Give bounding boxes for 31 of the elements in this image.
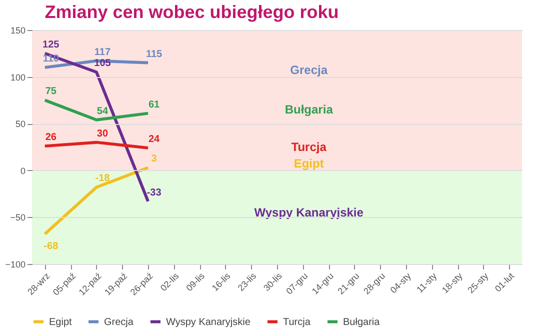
annotation: Wyspy Kanaryjskie (254, 206, 364, 220)
data-label: 3 (151, 154, 158, 165)
data-label: 117 (94, 46, 111, 58)
annotation: Grecja (290, 62, 328, 77)
data-label: -18 (95, 173, 110, 184)
data-label: 24 (148, 134, 160, 145)
y-tick-label: 0 (20, 166, 26, 176)
data-label: 54 (96, 106, 108, 117)
legend-label: Bułgaria (343, 316, 380, 328)
legend-label: Turcja (283, 316, 311, 328)
legend-label: Wyspy Kanaryjskie (166, 316, 251, 328)
data-label: 75 (45, 86, 57, 98)
y-tick-label: 150 (10, 26, 26, 36)
data-label: -33 (146, 187, 162, 198)
legend-label: Egipt (49, 316, 72, 328)
chart-title: Zmiany cen wobec ubiegłego roku (44, 2, 339, 22)
y-tick-label: 50 (15, 119, 26, 130)
annotation: Turcja (291, 140, 327, 154)
y-tick-label: −100 (5, 260, 26, 270)
legend-label: Grecja (104, 316, 134, 328)
data-label: 110 (42, 53, 60, 64)
data-label: -68 (44, 241, 59, 252)
y-tick-label: 100 (10, 72, 26, 82)
data-label: 61 (148, 99, 160, 110)
data-label: 115 (146, 48, 163, 60)
annotation: Bułgaria (284, 102, 334, 117)
annotation: Egipt (294, 156, 324, 170)
data-label: 30 (96, 128, 108, 140)
y-tick-label: −50 (10, 212, 26, 223)
data-label: 125 (42, 39, 60, 50)
data-label: 26 (45, 132, 57, 144)
